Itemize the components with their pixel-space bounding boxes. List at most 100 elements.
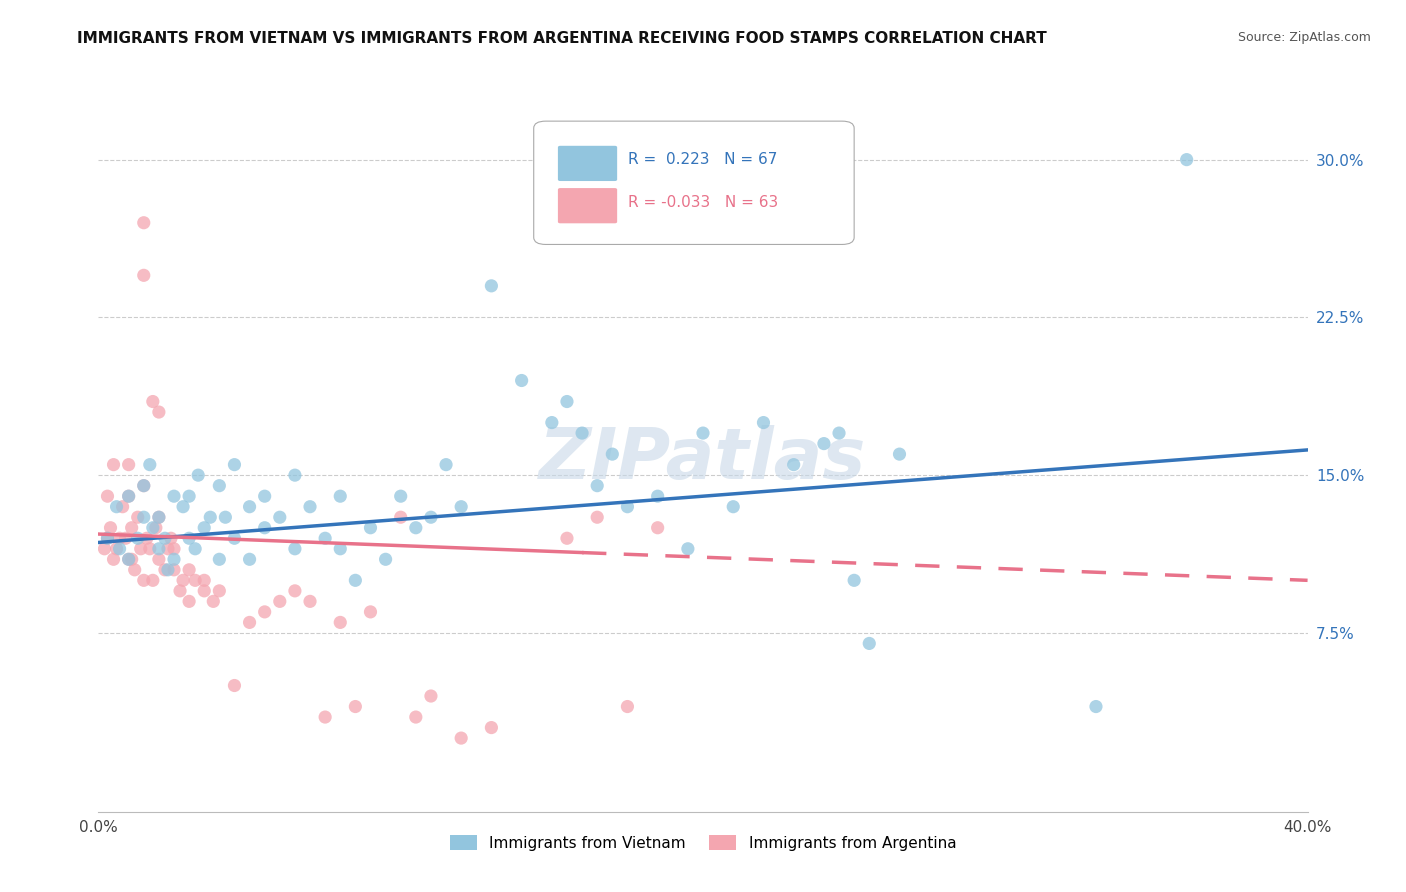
Point xyxy=(163,489,186,503)
Point xyxy=(314,531,336,545)
Point xyxy=(783,458,806,472)
Point xyxy=(156,563,179,577)
Point xyxy=(105,500,128,514)
Point xyxy=(253,605,276,619)
Point xyxy=(405,521,427,535)
Point xyxy=(135,531,157,545)
Point xyxy=(160,531,183,545)
Point xyxy=(450,731,472,745)
Point xyxy=(184,541,207,556)
Point xyxy=(132,574,155,588)
Point xyxy=(389,489,412,503)
Text: ZIPatlas: ZIPatlas xyxy=(540,425,866,494)
Point xyxy=(193,574,215,588)
Point xyxy=(148,405,170,419)
Point xyxy=(184,574,207,588)
Point xyxy=(224,458,246,472)
Point xyxy=(208,583,231,598)
Point xyxy=(555,394,578,409)
Point xyxy=(299,500,322,514)
Point xyxy=(129,541,152,556)
Point xyxy=(269,510,291,524)
Point xyxy=(360,521,382,535)
Point xyxy=(224,531,246,545)
Point xyxy=(813,436,835,450)
Point xyxy=(586,478,609,492)
Point xyxy=(405,710,427,724)
Point xyxy=(434,458,457,472)
Point xyxy=(540,416,562,430)
Point xyxy=(329,615,352,630)
Point xyxy=(193,583,215,598)
Point xyxy=(676,541,699,556)
Point xyxy=(179,489,201,503)
Point xyxy=(284,468,307,483)
Point xyxy=(108,541,131,556)
Point xyxy=(616,699,638,714)
Point xyxy=(111,500,134,514)
Point xyxy=(153,531,176,545)
Point xyxy=(481,721,503,735)
Point xyxy=(208,478,231,492)
Point xyxy=(121,521,143,535)
Point xyxy=(253,521,276,535)
Point xyxy=(118,552,141,566)
Point xyxy=(163,563,186,577)
Point xyxy=(284,541,307,556)
Point xyxy=(374,552,396,566)
Point xyxy=(616,500,638,514)
Point xyxy=(172,500,194,514)
Point xyxy=(127,510,149,524)
Point xyxy=(118,489,141,503)
Point xyxy=(103,552,125,566)
Point xyxy=(132,216,155,230)
Point xyxy=(169,583,191,598)
Point xyxy=(124,563,146,577)
Point xyxy=(647,521,669,535)
Point xyxy=(329,489,352,503)
Point xyxy=(132,478,155,492)
Point xyxy=(145,521,167,535)
Point xyxy=(571,426,593,441)
Point xyxy=(179,563,201,577)
Text: R = -0.033   N = 63: R = -0.033 N = 63 xyxy=(628,194,779,210)
Point xyxy=(148,541,170,556)
Point xyxy=(187,468,209,483)
Point xyxy=(214,510,236,524)
Legend: Immigrants from Vietnam, Immigrants from Argentina: Immigrants from Vietnam, Immigrants from… xyxy=(443,829,963,857)
Point xyxy=(828,426,851,441)
Point xyxy=(172,574,194,588)
Point xyxy=(153,563,176,577)
Point xyxy=(96,531,118,545)
Point xyxy=(100,521,122,535)
Point xyxy=(142,574,165,588)
Point xyxy=(96,531,118,545)
Point xyxy=(647,489,669,503)
Point xyxy=(156,541,179,556)
Point xyxy=(132,510,155,524)
Point xyxy=(148,552,170,566)
Point xyxy=(139,541,162,556)
Point xyxy=(103,458,125,472)
Point xyxy=(420,510,443,524)
Point xyxy=(602,447,624,461)
Point xyxy=(299,594,322,608)
Point xyxy=(193,521,215,535)
Point xyxy=(1085,699,1108,714)
Text: IMMIGRANTS FROM VIETNAM VS IMMIGRANTS FROM ARGENTINA RECEIVING FOOD STAMPS CORRE: IMMIGRANTS FROM VIETNAM VS IMMIGRANTS FR… xyxy=(77,31,1047,46)
Text: R =  0.223   N = 67: R = 0.223 N = 67 xyxy=(628,153,778,168)
Point xyxy=(360,605,382,619)
Point xyxy=(179,531,201,545)
Point xyxy=(329,541,352,556)
Point xyxy=(389,510,412,524)
Point xyxy=(163,541,186,556)
FancyBboxPatch shape xyxy=(558,145,617,181)
Point xyxy=(284,583,307,598)
Point xyxy=(179,594,201,608)
Point xyxy=(586,510,609,524)
Point xyxy=(239,500,262,514)
Point xyxy=(555,531,578,545)
Point xyxy=(858,636,880,650)
Point xyxy=(723,500,745,514)
Point xyxy=(132,268,155,283)
